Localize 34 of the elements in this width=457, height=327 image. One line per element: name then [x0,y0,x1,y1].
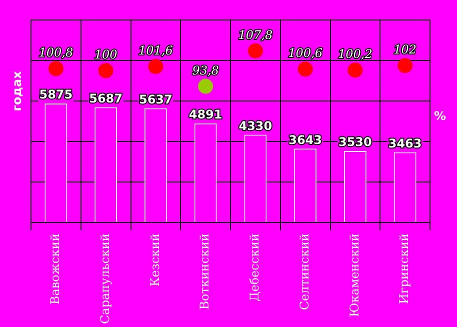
data-label: 4891 [188,108,222,122]
point [148,59,164,74]
x-tick-label: Игринский [397,233,412,304]
x-tick-label: Вавожский [48,233,62,305]
point [198,78,214,94]
data-label: 5637 [138,92,172,106]
data-label: 5687 [89,91,123,106]
data-label: 100,6 [288,46,323,60]
data-label: 4330 [238,118,272,133]
data-label: 5875 [39,88,73,102]
data-label: 100,8 [38,46,74,60]
x-tick-label: Юкаменский [347,233,362,318]
point [98,63,114,78]
data-label: 100 [94,48,118,62]
data-label: 102 [394,42,417,57]
point [298,62,313,77]
point [398,58,413,74]
point [48,61,64,76]
data-label: 3463 [388,136,422,150]
y2-axis-title: % [434,109,446,124]
y-axis-title: годах [10,70,24,112]
data-label: 93,8 [192,63,220,78]
data-label: 101,6 [138,44,174,58]
data-label: 3643 [288,132,322,147]
x-tick-label: Воткинский [198,233,212,310]
data-label: 107,8 [238,28,273,42]
data-label: 3530 [338,135,372,150]
x-tick-label: Селтинский [297,233,312,310]
x-tick-label: Кезский [148,233,162,287]
point [248,43,263,58]
data-label: 100,2 [338,47,372,62]
point [348,62,363,78]
x-tick-label: Сарапульский [98,233,112,324]
x-tick-label: Дебесский [248,233,262,302]
